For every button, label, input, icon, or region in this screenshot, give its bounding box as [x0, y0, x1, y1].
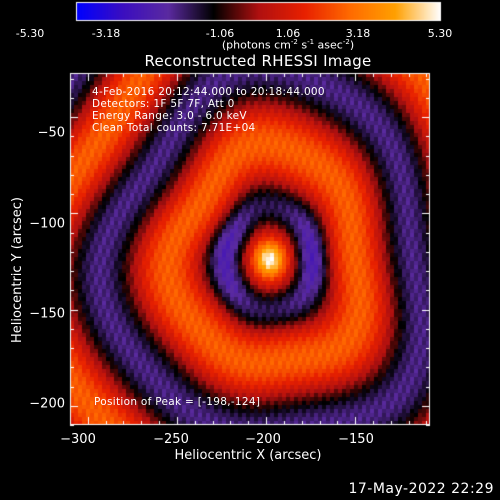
colorbar-tick-label: -1.06 [205, 27, 235, 40]
chart-title: Reconstructed RHESSI Image [144, 52, 372, 70]
colorbar-tick-label: 1.06 [275, 27, 301, 40]
colorbar-tick-label: 5.30 [427, 27, 453, 40]
y-tick-label: −50 [37, 125, 65, 141]
energy-range-label: Energy Range: 3.0 - 6.0 keV [92, 110, 247, 122]
x-tick-label: −200 [245, 432, 281, 447]
x-tick-label: −150 [338, 432, 374, 447]
detectors-label: Detectors: 1F 5F 7F, Att 0 [92, 98, 235, 110]
colorbar-unit-label: (photons cm-2 s-1 asec-2) [221, 38, 355, 52]
time-range-label: 4-Feb-2016 20:12:44.000 to 20:18:44.000 [92, 86, 325, 98]
peak-position-label: Position of Peak = [-198,-124] [94, 396, 261, 408]
colorbar-tick-label: 3.18 [345, 27, 371, 40]
colorbar-tick-label: -5.30 [15, 27, 45, 40]
y-axis-label: Heliocentric Y (arcsec) [10, 197, 25, 343]
total-counts-label: Clean Total counts: 7.71E+04 [92, 122, 256, 134]
footer-timestamp: 17-May-2022 22:29 [348, 481, 494, 497]
y-tick-label: −200 [29, 396, 65, 412]
colorbar-tick-label: -3.18 [91, 27, 121, 40]
y-tick-label: −100 [29, 216, 65, 232]
x-tick-label: −250 [153, 432, 189, 447]
x-axis-label: Heliocentric X (arcsec) [174, 448, 322, 463]
x-tick-label: −300 [60, 432, 96, 447]
y-tick-label: −150 [29, 306, 65, 322]
